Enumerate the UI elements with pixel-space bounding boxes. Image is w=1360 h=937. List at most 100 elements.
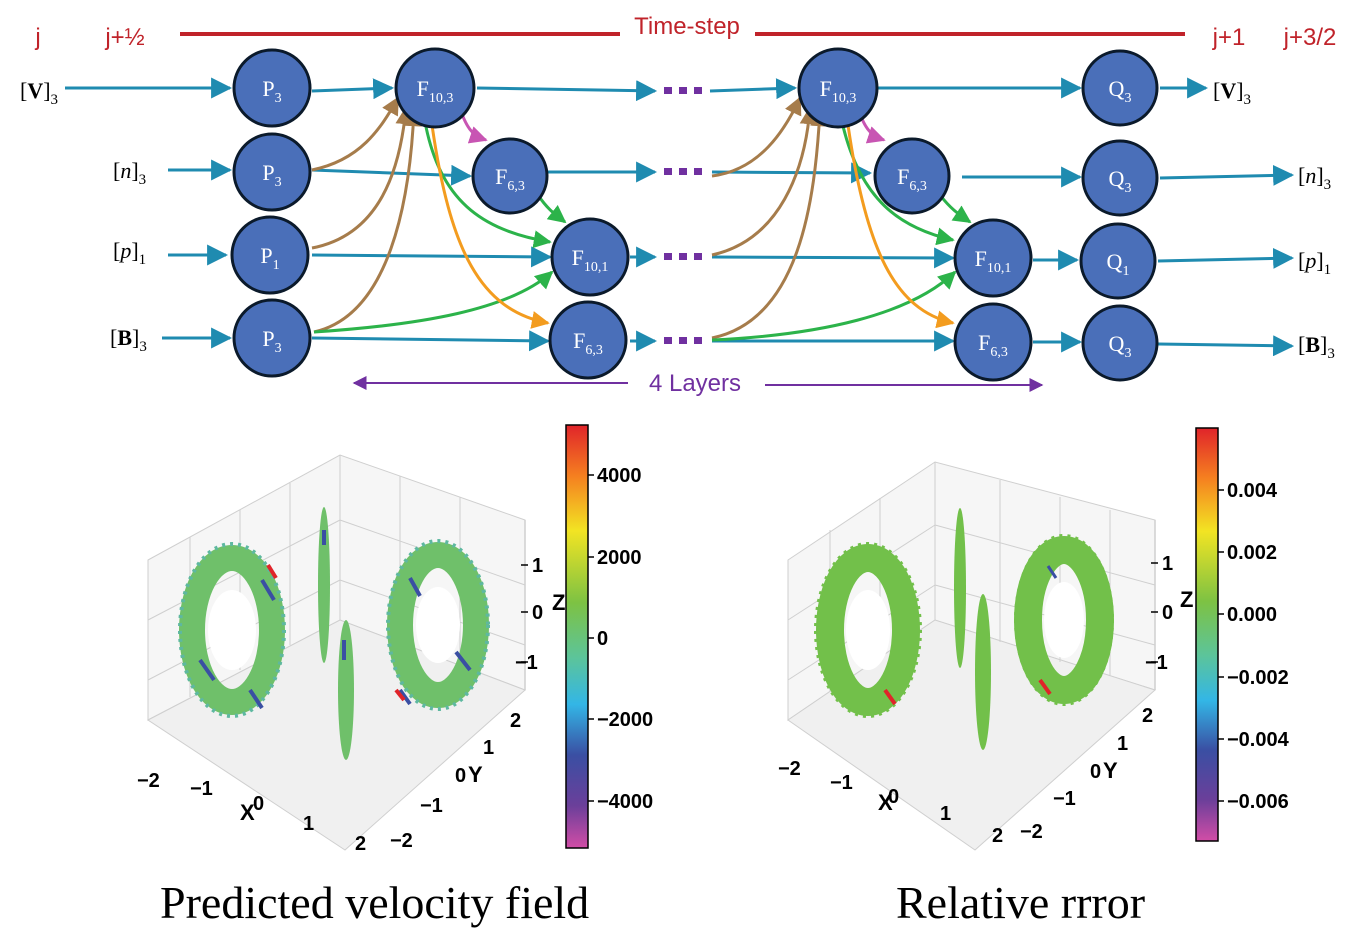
svg-text:[V]3: [V]3 <box>20 78 58 108</box>
arrow-dots-f103b <box>709 78 798 100</box>
svg-text:F6,3: F6,3 <box>897 164 927 194</box>
brown-p3n-f103 <box>311 96 400 172</box>
error-torus-left <box>814 542 922 718</box>
dots-row3 <box>664 337 702 344</box>
brown-p3b-f103 <box>313 108 423 334</box>
svg-text:P3: P3 <box>262 76 281 106</box>
svg-text:P3: P3 <box>262 160 281 190</box>
green-f103b-f101b <box>840 121 955 246</box>
output-label-v: [V]3 <box>1213 78 1251 108</box>
layers-indicator: 4 Layers <box>352 370 1044 397</box>
input-label-n: [n]3 <box>113 158 146 188</box>
velocity-disc-middle <box>318 507 354 760</box>
layers-label: 4 Layers <box>649 370 741 397</box>
error-y-label: Y <box>1103 758 1118 783</box>
svg-text:F6,3: F6,3 <box>978 330 1008 360</box>
error-y-tick-1: 1 <box>1117 733 1128 755</box>
green-f63b-f101b <box>938 194 972 224</box>
magenta-f103-f63 <box>460 113 488 144</box>
error-x-label: X <box>878 790 893 815</box>
brown-dots-f103b-3 <box>711 108 829 340</box>
plot-velocity: 1 0 −1 Z −2 −1 0 1 2 X −2 −1 0 1 2 Y 400… <box>137 424 653 855</box>
velocity-colorbar: 4000 2000 0 −2000 −4000 <box>565 424 653 849</box>
green-dots-f101b <box>711 270 957 342</box>
timestep-label: Time-step <box>634 13 740 40</box>
arrow-q3b-out <box>1157 335 1295 357</box>
nodes: P3 P3 P1 P3 F10,3 F6,3 F10,1 F6,3 F10,3 … <box>230 47 1159 382</box>
node-f-a0: F10,3 <box>394 47 476 129</box>
step-label-j-plus-1: j+1 <box>1212 24 1246 51</box>
input-label-p: [p]1 <box>113 238 146 268</box>
green-f103-f101 <box>423 121 552 249</box>
svg-text:[n]3: [n]3 <box>113 158 146 188</box>
svg-text:Q3: Q3 <box>1109 331 1132 361</box>
caption-velocity: Predicted velocity field <box>160 877 590 928</box>
velocity-cbar-tick-2000: 2000 <box>597 547 642 569</box>
svg-text:F6,3: F6,3 <box>573 328 603 358</box>
error-z-tick-0: 0 <box>1162 602 1173 624</box>
svg-text:F10,1: F10,1 <box>975 246 1012 276</box>
brown-arrows <box>311 96 829 340</box>
velocity-z-tick-0: 0 <box>532 602 543 624</box>
step-label-j: j <box>34 24 40 51</box>
arrow-dots-f101b <box>711 247 956 269</box>
ellipsis-dots <box>664 87 702 344</box>
velocity-y-tick-0: 0 <box>455 765 466 787</box>
svg-text:F10,3: F10,3 <box>820 76 857 106</box>
node-p-row2: P1 <box>230 215 310 295</box>
velocity-z-tick-neg1: −1 <box>515 652 538 674</box>
node-q-row1: Q3 <box>1081 139 1159 217</box>
error-z-axis <box>1151 520 1158 690</box>
node-f-b3: F6,3 <box>953 302 1033 382</box>
error-torus-right <box>1014 534 1114 706</box>
velocity-y-tick-neg1: −1 <box>420 795 443 817</box>
svg-text:[B]3: [B]3 <box>1298 332 1335 362</box>
green-f63-f101 <box>536 194 567 224</box>
node-q-row0: Q3 <box>1081 49 1159 127</box>
error-cbar-tick-neg0006: −0.006 <box>1227 791 1289 813</box>
plot-relative-error: 1 0 −1 Z −2 −1 0 1 2 X −2 −1 0 1 2 Y 0.0… <box>778 427 1290 851</box>
velocity-torus-left <box>178 542 286 718</box>
network-diagram: j j+½ j+1 j+3/2 Time-step [V]3 [n]3 [p]1… <box>20 13 1336 397</box>
orange-f103-f63b <box>430 124 550 329</box>
dots-row2 <box>664 253 702 260</box>
error-x-tick-0: 0 <box>888 786 899 808</box>
svg-text:P1: P1 <box>260 243 279 273</box>
error-x-tick-neg2: −2 <box>778 758 801 780</box>
error-z-tick-neg1: −1 <box>1145 652 1168 674</box>
svg-text:F10,1: F10,1 <box>572 245 609 275</box>
green-arrows <box>313 121 972 342</box>
node-q-row2: Q1 <box>1079 222 1157 300</box>
velocity-z-label: Z <box>552 590 565 615</box>
brown-dots-f103b-2 <box>711 106 818 257</box>
velocity-cbar-tick-neg4000: −4000 <box>597 791 653 813</box>
teal-arrows <box>65 77 1295 357</box>
dots-row1 <box>664 168 702 175</box>
caption-relative-error: Relative rrror <box>896 877 1146 928</box>
velocity-y-tick-neg2: −2 <box>390 830 413 852</box>
brown-dots-f103b-1 <box>711 96 802 178</box>
velocity-x-label: X <box>240 800 255 825</box>
error-x-tick-1: 1 <box>940 803 951 825</box>
svg-text:[B]3: [B]3 <box>110 325 147 355</box>
svg-text:Q3: Q3 <box>1109 166 1132 196</box>
velocity-y-tick-1: 1 <box>483 737 494 759</box>
step-label-j-half: j+½ <box>104 24 144 51</box>
error-y-tick-neg2: −2 <box>1020 821 1043 843</box>
node-f-a1: F6,3 <box>471 137 549 215</box>
error-cbar-tick-neg0002: −0.002 <box>1227 667 1289 689</box>
node-p-row3: P3 <box>232 298 312 378</box>
velocity-cbar-tick-4000: 4000 <box>597 465 642 487</box>
node-f-a3: F6,3 <box>548 300 628 380</box>
output-label-n: [n]3 <box>1298 163 1331 193</box>
step-label-j-plus-3-2: j+3/2 <box>1283 24 1337 51</box>
error-x-tick-2: 2 <box>992 825 1003 847</box>
arrow-dots-f63b <box>711 162 873 184</box>
error-cbar-tick-0004: 0.004 <box>1227 480 1278 502</box>
velocity-torus-right <box>386 539 490 711</box>
svg-text:[p]1: [p]1 <box>1298 248 1331 278</box>
error-x-tick-neg1: −1 <box>830 772 853 794</box>
orange-f103b-f63b <box>846 124 955 329</box>
velocity-x-tick-1: 1 <box>303 813 314 835</box>
